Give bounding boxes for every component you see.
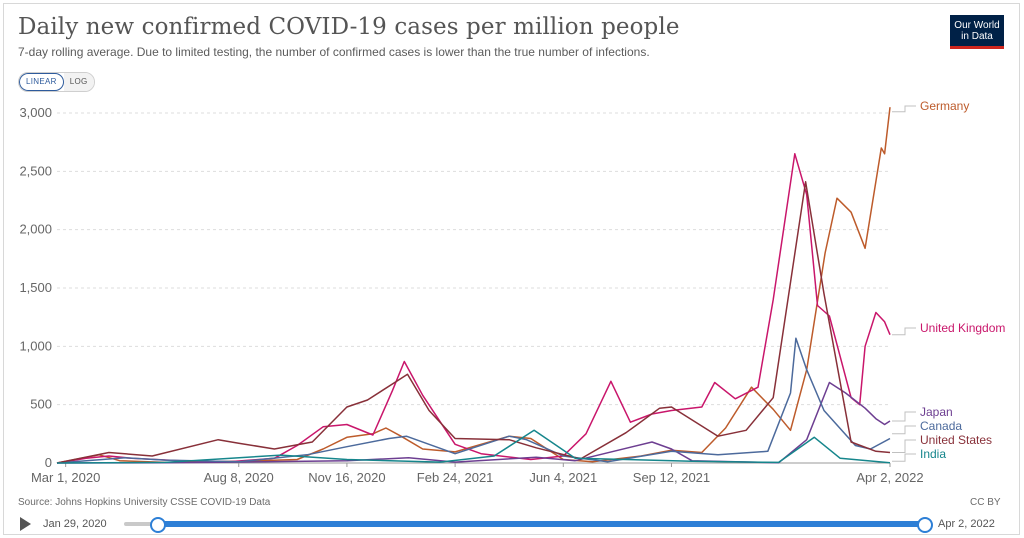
x-tick-label: Mar 1, 2020 [31,470,100,485]
timeline-start-handle[interactable] [150,517,166,533]
y-tick-label: 3,000 [19,105,52,120]
series-line-japan [56,381,891,464]
timeline-end-date: Apr 2, 2022 [938,518,995,530]
y-tick-label: 1,500 [19,280,52,295]
chart-frame [3,3,1020,535]
series-line-united-states [56,181,891,464]
chart-title: Daily new confirmed COVID-19 cases per m… [18,14,680,40]
scale-toggle: LINEAR LOG [18,72,95,92]
x-tick-label: Nov 16, 2020 [308,470,385,485]
series-label-leader [892,453,916,462]
logo-line-2: in Data [961,31,993,42]
series-line-united-kingdom [56,153,891,464]
log-scale-button[interactable]: LOG [63,73,94,91]
series-label: United States [920,433,992,447]
x-tick-label: Feb 24, 2021 [417,470,494,485]
series-line-india [56,429,891,464]
timeline-start-date: Jan 29, 2020 [43,518,107,530]
y-tick-label: 1,000 [19,338,52,353]
y-tick-label: 500 [30,397,52,412]
license-link[interactable]: CC BY [970,497,1001,508]
series-line-canada [56,337,891,464]
x-tick-label: Sep 12, 2021 [633,470,710,485]
series-label: Germany [920,99,969,113]
series-label: Japan [920,405,953,419]
series-label-leader [892,105,916,113]
logo-line-1: Our World [954,20,1000,31]
play-icon[interactable] [20,517,31,531]
source-note[interactable]: Source: Johns Hopkins University CSSE CO… [18,497,271,508]
series-label-leader [892,425,916,435]
timeline-end-handle[interactable] [917,517,933,533]
series-label: United Kingdom [920,321,1005,335]
x-tick-label: Jun 4, 2021 [529,470,597,485]
chart-subtitle: 7-day rolling average. Due to limited te… [18,45,650,59]
y-tick-label: 2,000 [19,222,52,237]
series-label: Canada [920,419,962,433]
y-tick-label: 0 [45,455,52,470]
owid-logo[interactable]: Our World in Data [950,15,1004,49]
series-line-germany [56,107,891,464]
series-label: India [920,447,946,461]
y-tick-label: 2,500 [19,163,52,178]
series-label-leader [892,411,916,422]
series-label-leader [892,439,916,453]
x-tick-label: Apr 2, 2022 [856,470,923,485]
x-tick-label: Aug 8, 2020 [204,470,274,485]
series-label-leader [892,327,916,336]
linear-scale-button[interactable]: LINEAR [19,73,64,91]
timeline-selected-range [157,521,924,527]
